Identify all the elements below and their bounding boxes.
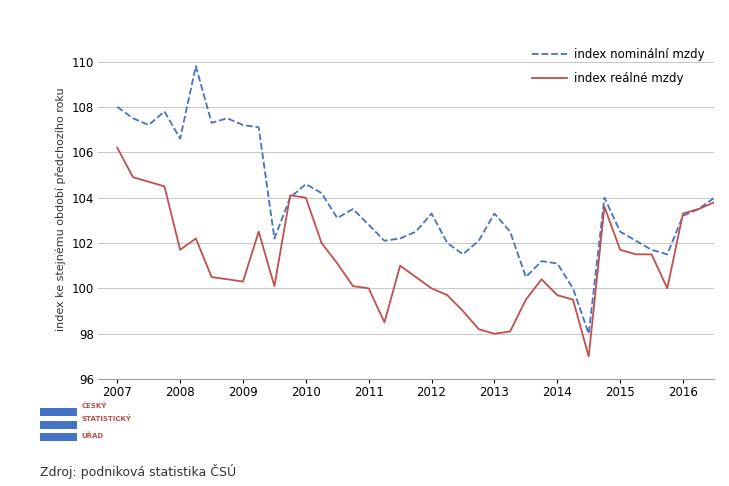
Text: ČESKÝ: ČESKÝ — [82, 402, 107, 409]
Y-axis label: index ke stejnému období předchozího roku: index ke stejnému období předchozího rok… — [56, 87, 66, 331]
Legend: index nominální mzdy, index reálné mzdy: index nominální mzdy, index reálné mzdy — [529, 45, 709, 88]
Text: Zdroj: podniková statistika ČSÚ: Zdroj: podniková statistika ČSÚ — [40, 464, 236, 479]
Text: STATISTICKÝ: STATISTICKÝ — [82, 415, 131, 422]
Text: ÚŘAD: ÚŘAD — [82, 433, 104, 439]
